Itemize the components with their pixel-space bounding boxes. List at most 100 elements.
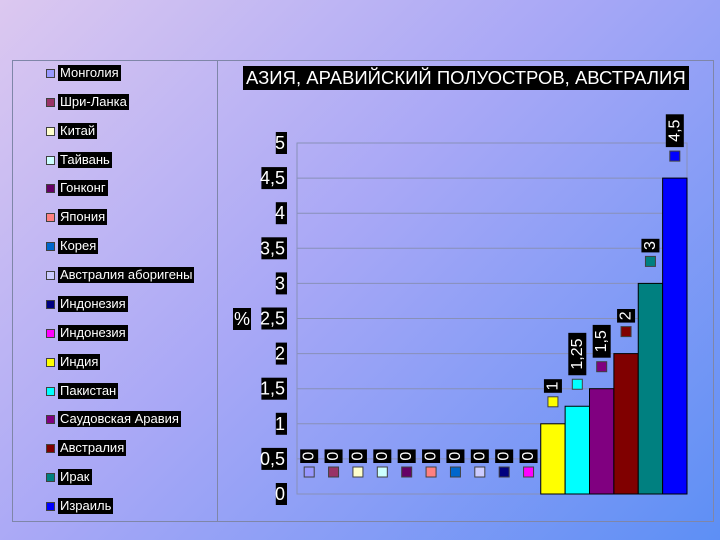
data-label-16: 4,5 xyxy=(665,114,684,148)
legend-label: Гонконг xyxy=(58,180,108,197)
legend: Монголия Шри-Ланка Китай Тайвань Гонконг Япон… xyxy=(12,60,218,522)
bar-11 xyxy=(540,423,566,495)
series-marker-5 xyxy=(401,466,413,478)
data-label-8: 0 xyxy=(470,449,489,464)
legend-swatch xyxy=(46,444,55,454)
y-tick-text: 5 xyxy=(275,133,285,153)
data-label-4-text: 0 xyxy=(374,452,391,461)
legend-label: Корея xyxy=(58,238,99,255)
series-marker-1 xyxy=(303,466,315,478)
legend-swatch xyxy=(46,357,55,367)
y-tick-text: 4 xyxy=(275,203,285,223)
data-label-6: 0 xyxy=(422,449,441,464)
legend-swatch xyxy=(46,271,55,281)
data-label-11-text: 1 xyxy=(544,381,561,390)
bar-16 xyxy=(662,177,688,495)
legend-label: Тайвань xyxy=(58,151,112,168)
legend-swatch xyxy=(46,328,55,338)
series-marker-12 xyxy=(571,378,583,390)
data-label-1-text: 0 xyxy=(301,452,318,461)
y-tick-label: 4 xyxy=(275,202,287,225)
y-tick-label: 4,5 xyxy=(260,167,287,190)
data-label-13: 1,5 xyxy=(592,324,611,358)
y-tick-label: 2,5 xyxy=(260,307,287,330)
y-tick-label: 0 xyxy=(275,483,287,505)
legend-label: Индонезия xyxy=(58,295,128,312)
y-tick-text: 3 xyxy=(275,273,285,293)
data-label-12: 1,25 xyxy=(568,332,587,376)
legend-swatch xyxy=(46,242,55,252)
series-marker-8 xyxy=(474,466,486,478)
legend-swatch xyxy=(46,155,55,165)
series-marker-4 xyxy=(376,466,388,478)
data-label-10-text: 0 xyxy=(520,452,537,461)
y-tick-text: 3,5 xyxy=(260,238,285,258)
legend-label: Саудовская Аравия xyxy=(58,411,181,428)
y-tick-text: 2,5 xyxy=(260,309,285,329)
y-tick-label: 3,5 xyxy=(260,237,287,260)
data-label-12-text: 1,25 xyxy=(569,338,586,369)
legend-label: Австралия xyxy=(58,440,127,457)
legend-swatch xyxy=(46,299,55,309)
y-tick-text: 2 xyxy=(275,344,285,364)
legend-swatch xyxy=(46,386,55,396)
y-tick-text: 1,5 xyxy=(260,379,285,399)
data-label-2: 0 xyxy=(324,449,343,464)
series-marker-2 xyxy=(328,466,340,478)
bar-14 xyxy=(613,353,639,495)
y-tick-label: 3 xyxy=(275,272,287,295)
bar-15 xyxy=(637,282,664,495)
legend-swatch xyxy=(46,473,55,483)
legend-label: Ирак xyxy=(58,469,92,486)
data-label-5-text: 0 xyxy=(398,452,415,461)
y-tick-label: 5 xyxy=(275,132,287,154)
series-marker-7 xyxy=(449,466,461,478)
series-marker-11 xyxy=(547,396,559,408)
y-tick-text: 4,5 xyxy=(260,168,285,188)
series-marker-6 xyxy=(425,466,437,478)
y-tick-label: 1 xyxy=(275,412,287,435)
legend-label: Шри-Ланка xyxy=(58,93,129,110)
series-marker-13 xyxy=(596,361,608,373)
legend-swatch xyxy=(46,126,55,136)
legend-swatch xyxy=(46,213,55,223)
data-label-7: 0 xyxy=(446,449,465,464)
legend-label: Австралия аборигены xyxy=(58,267,195,284)
data-label-15-text: 3 xyxy=(642,241,659,250)
legend-label: Китай xyxy=(58,122,98,139)
data-label-14: 2 xyxy=(617,308,636,323)
bar-12 xyxy=(564,405,590,495)
y-tick-text: 0,5 xyxy=(260,449,285,469)
series-marker-15 xyxy=(644,255,656,267)
legend-swatch xyxy=(46,415,55,425)
legend-label: Индонезия xyxy=(58,324,128,341)
data-label-6-text: 0 xyxy=(423,452,440,461)
data-label-4: 0 xyxy=(373,449,392,464)
data-label-14-text: 2 xyxy=(618,311,635,320)
data-label-5: 0 xyxy=(397,449,416,464)
y-tick-label: 2 xyxy=(275,342,287,365)
legend-label: Монголия xyxy=(58,65,121,81)
legend-swatch xyxy=(46,184,55,194)
y-axis-label-text: % xyxy=(234,309,250,329)
y-tick-text: 1 xyxy=(275,414,285,434)
data-label-7-text: 0 xyxy=(447,452,464,461)
y-tick-label: 1,5 xyxy=(260,377,287,400)
series-marker-14 xyxy=(620,326,632,338)
data-label-8-text: 0 xyxy=(471,452,488,461)
legend-swatch xyxy=(46,97,55,107)
y-tick-label: 0,5 xyxy=(260,447,287,470)
data-label-2-text: 0 xyxy=(325,452,342,461)
data-label-9-text: 0 xyxy=(496,452,513,461)
chart-frame xyxy=(12,60,714,522)
y-tick-text: 0 xyxy=(275,484,285,504)
legend-label: Индия xyxy=(58,353,101,370)
data-label-13-text: 1,5 xyxy=(593,330,610,352)
chart-title: АЗИЯ, АРАВИЙСКИЙ ПОЛУОСТРОВ, АВСТРАЛИЯ xyxy=(243,66,689,90)
data-label-11: 1 xyxy=(543,379,562,393)
series-marker-10 xyxy=(523,466,535,478)
data-label-9: 0 xyxy=(495,449,514,464)
legend-label: Япония xyxy=(58,209,108,226)
legend-swatch xyxy=(46,69,55,78)
data-label-3-text: 0 xyxy=(349,452,366,461)
